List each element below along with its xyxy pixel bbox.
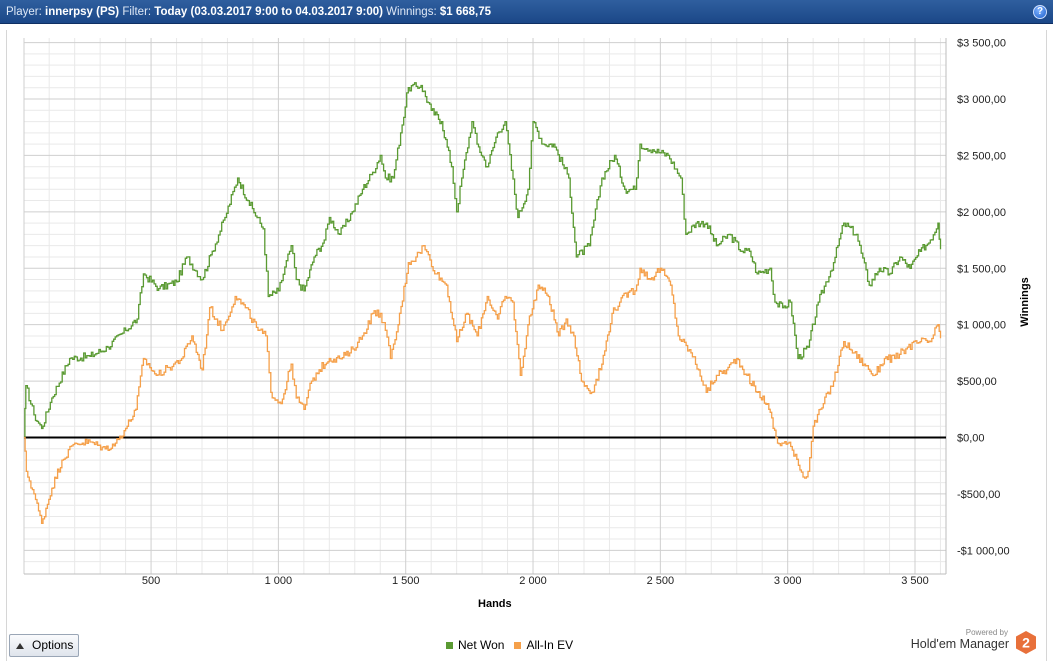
x-tick-label: 1 000 [265, 575, 293, 587]
y-tick-label: $1 000,00 [957, 320, 1006, 332]
product-name: Hold'em Manager [910, 637, 1009, 651]
x-tick-label: 1 500 [392, 575, 420, 587]
y-tick-label: -$500,00 [957, 489, 1000, 501]
filter-label: Filter: [122, 6, 152, 18]
x-tick-label: 3 000 [774, 575, 802, 587]
hem2-logo-icon: 2 [1016, 631, 1036, 654]
triangle-up-icon [16, 642, 24, 649]
options-button[interactable]: Options [9, 634, 79, 657]
player-value: innerpsy (PS) [45, 6, 120, 18]
y-tick-label: $1 500,00 [957, 263, 1006, 275]
legend-swatch-all-in-ev [514, 641, 522, 649]
options-label: Options [32, 638, 74, 652]
legend-label-net-won: Net Won [458, 638, 505, 652]
y-tick-label: $2 000,00 [957, 207, 1006, 219]
series-line-net-won [24, 82, 942, 439]
y-axis-title: Winnings [1019, 277, 1031, 326]
chart-frame [6, 30, 1047, 661]
powered-by-text: Powered by [965, 628, 1008, 637]
y-tick-label: -$1 000,00 [957, 545, 1010, 557]
logo-text: 2 [1022, 635, 1030, 651]
player-label: Player: [6, 6, 42, 18]
winnings-value: $1 668,75 [439, 6, 492, 18]
winnings-label: Winnings: [386, 6, 437, 18]
help-button[interactable]: ? [1033, 5, 1047, 19]
chart-legend: Net Won All-In EV [446, 637, 573, 653]
title-bar: Player: innerpsy (PS) Filter: Today (03.… [0, 0, 1053, 24]
series-line-all-in-ev [24, 245, 942, 524]
x-tick-label: 3 500 [901, 575, 929, 587]
y-tick-label: $3 000,00 [957, 94, 1006, 106]
y-tick-label: $2 500,00 [957, 150, 1006, 162]
filter-value: Today (03.03.2017 9:00 to 04.03.2017 9:0… [154, 6, 383, 18]
y-tick-label: $3 500,00 [957, 38, 1006, 50]
x-axis-title: Hands [478, 598, 512, 610]
x-tick-label: 2 500 [647, 575, 675, 587]
legend-label-all-in-ev: All-In EV [526, 638, 574, 652]
y-tick-label: $500,00 [957, 376, 997, 388]
legend-item-all-in-ev[interactable]: All-In EV [514, 638, 573, 652]
x-tick-label: 2 000 [519, 575, 547, 587]
y-tick-label: $0,00 [957, 433, 985, 445]
legend-swatch-net-won [446, 641, 453, 649]
x-tick-label: 500 [142, 575, 160, 587]
legend-item-net-won[interactable]: Net Won [446, 638, 504, 652]
